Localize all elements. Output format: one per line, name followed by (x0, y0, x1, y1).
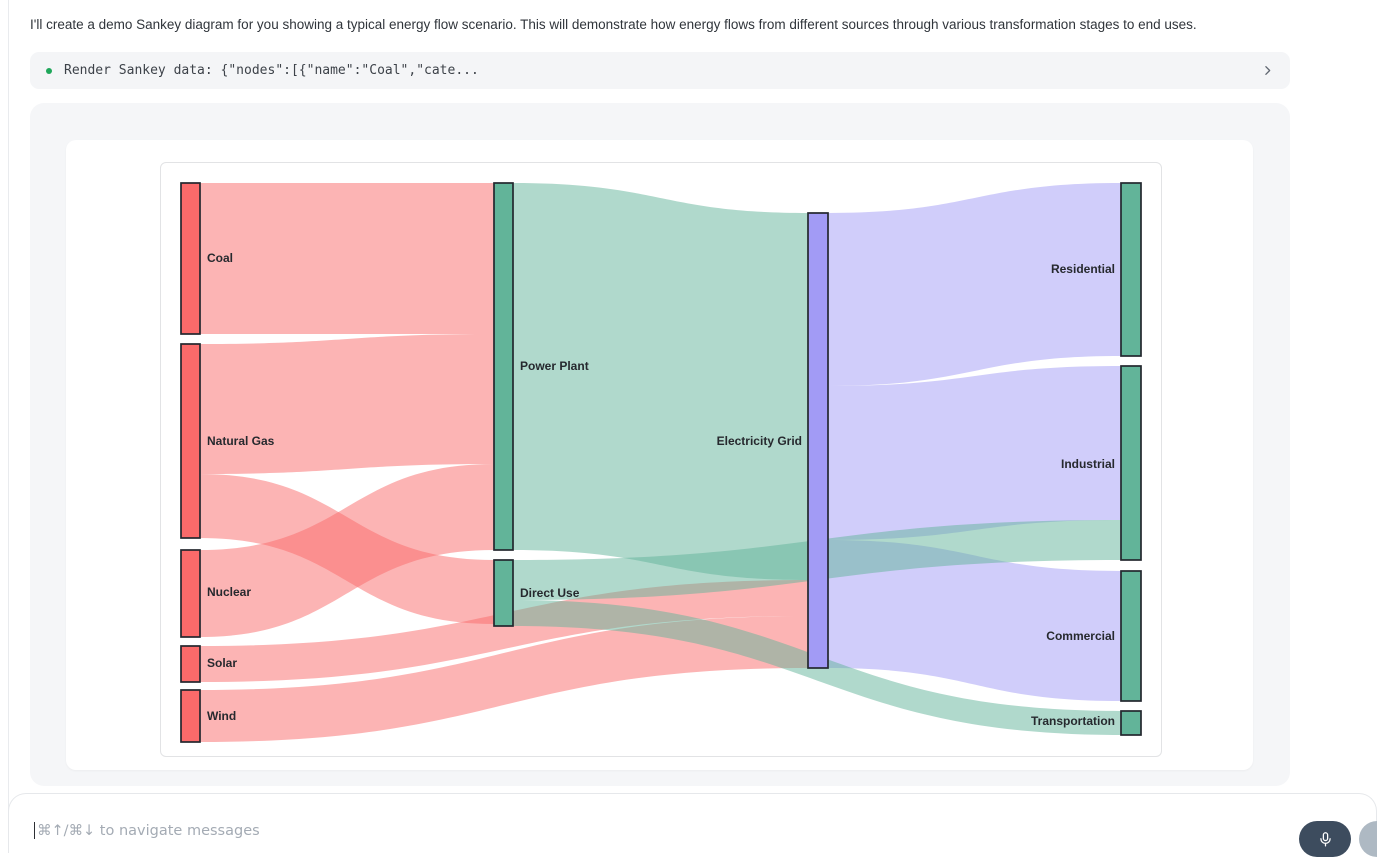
tool-status-dot (46, 68, 52, 74)
sankey-link-electricity-grid-industrial[interactable] (828, 366, 1121, 540)
assistant-message-text: I'll create a demo Sankey diagram for yo… (30, 16, 1360, 34)
sankey-node-electricity-grid[interactable] (808, 213, 828, 668)
sankey-label-transportation: Transportation (1031, 714, 1115, 728)
sankey-node-nuclear[interactable] (181, 550, 200, 637)
sankey-node-power-plant[interactable] (494, 183, 513, 550)
sankey-label-power-plant: Power Plant (520, 359, 589, 373)
tool-call-label: Render Sankey data: {"nodes":[{"name":"C… (64, 63, 1249, 78)
sankey-diagram-frame: Coal Natural Gas Nuclear Solar Wind Power Pla… (160, 162, 1162, 757)
sankey-node-industrial[interactable] (1121, 366, 1141, 560)
sankey-panel: Coal Natural Gas Nuclear Solar Wind Power Pla… (66, 140, 1253, 770)
sankey-label-nuclear: Nuclear (207, 585, 251, 599)
sankey-node-natural-gas[interactable] (181, 344, 200, 538)
sankey-label-industrial: Industrial (1061, 457, 1115, 471)
sankey-link-natural-gas-power-plant[interactable] (200, 334, 494, 474)
mic-button[interactable] (1299, 821, 1351, 857)
input-placeholder: ⌘↑/⌘↓ to navigate messages (37, 823, 260, 839)
sankey-diagram[interactable]: Coal Natural Gas Nuclear Solar Wind Power Pla… (161, 163, 1161, 756)
text-caret (34, 822, 35, 839)
message-input-bar[interactable]: ⌘↑/⌘↓ to navigate messages (8, 793, 1377, 853)
sankey-node-wind[interactable] (181, 690, 200, 742)
content-left-border (8, 0, 9, 845)
chevron-right-icon[interactable] (1261, 64, 1274, 77)
tool-call-bar[interactable]: Render Sankey data: {"nodes":[{"name":"C… (30, 52, 1290, 89)
sankey-label-electricity-grid: Electricity Grid (717, 434, 802, 448)
sankey-node-commercial[interactable] (1121, 571, 1141, 701)
sankey-label-wind: Wind (207, 709, 236, 723)
sankey-link-electricity-grid-residential[interactable] (828, 183, 1121, 386)
message-input[interactable]: ⌘↑/⌘↓ to navigate messages (34, 822, 260, 839)
sankey-node-solar[interactable] (181, 646, 200, 682)
sankey-node-coal[interactable] (181, 183, 200, 334)
sankey-link-coal-power-plant[interactable] (200, 183, 494, 334)
sankey-label-solar: Solar (207, 656, 237, 670)
sankey-label-direct-use: Direct Use (520, 586, 580, 600)
sankey-node-direct-use[interactable] (494, 560, 513, 626)
sankey-label-natural-gas: Natural Gas (207, 434, 275, 448)
sankey-label-commercial: Commercial (1046, 629, 1115, 643)
sankey-link-power-plant-electricity-grid[interactable] (513, 183, 808, 580)
sankey-node-residential[interactable] (1121, 183, 1141, 356)
artifact-card: Coal Natural Gas Nuclear Solar Wind Power Pla… (30, 103, 1290, 786)
send-button[interactable] (1359, 821, 1377, 857)
sankey-node-transportation[interactable] (1121, 711, 1141, 735)
sankey-label-coal: Coal (207, 251, 233, 265)
sankey-label-residential: Residential (1051, 262, 1115, 276)
